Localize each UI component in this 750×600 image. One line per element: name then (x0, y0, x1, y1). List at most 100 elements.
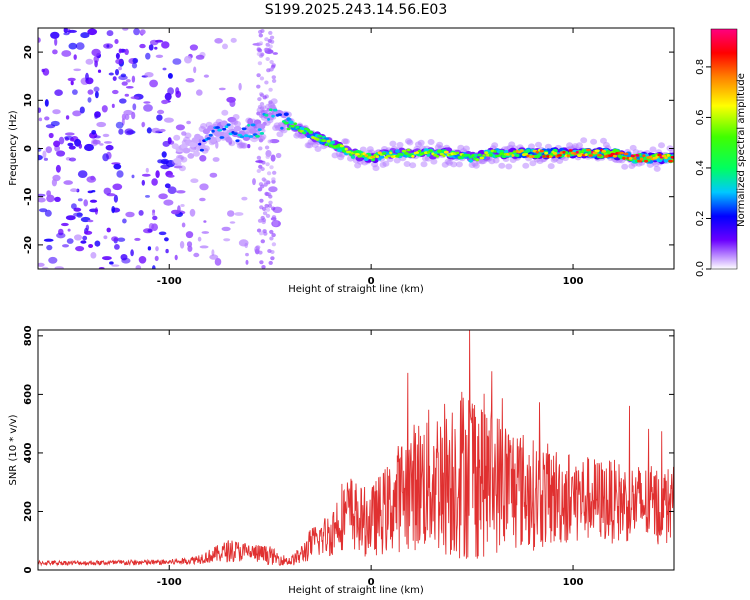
spectrogram-noise-cell (145, 195, 150, 198)
spectrogram-noise-cell (55, 164, 61, 173)
spectrogram-ridge-cell (219, 136, 225, 139)
spectrogram-noise-cell (132, 103, 137, 111)
spectrogram-ridge-cell (525, 149, 531, 153)
spectrogram-noise-cell (122, 218, 127, 224)
spectrogram-noise-cell (65, 115, 70, 120)
spectrogram-ridge-cell (511, 154, 515, 157)
colorbar-tick-label: 0.0 (695, 261, 706, 277)
spectrogram-noise-cell (123, 109, 133, 116)
spectrogram-ridge-cell (592, 151, 598, 155)
spectrogram-ridge-halo (184, 132, 192, 139)
snr-x-ticks: -100 0 100 (157, 330, 584, 588)
spectrogram-noise-cell (82, 235, 88, 241)
spectrogram-noise-cell (54, 89, 63, 96)
spectrogram-ridge-cell (633, 157, 637, 160)
spectrogram-noise-cell (226, 96, 236, 103)
spectrogram-noise-cell (54, 37, 58, 46)
spectrogram-noise-cell (261, 265, 266, 269)
spectrogram-noise-cell (91, 130, 97, 135)
spectrogram-ridge-cell (468, 159, 474, 163)
spectrogram-noise-cell (112, 89, 119, 95)
spectrogram-ridge-halo (406, 139, 414, 146)
spectrogram-noise-cell (106, 30, 114, 37)
spectrogram-noise-cell (257, 97, 262, 102)
spectrogram-noise-cell (186, 120, 192, 125)
colorbar: 0.0 0.2 0.4 0.6 0.8 Normalized spectral ampl… (695, 28, 747, 277)
spectrogram-noise-cell (38, 117, 43, 122)
spectrogram-noise-cell (87, 28, 98, 36)
spectrogram-noise-cell (265, 213, 271, 218)
spectrogram-noise-cell (42, 150, 47, 159)
spectrogram-ridge-halo (492, 157, 500, 164)
spectrogram-ridge-cell (537, 153, 542, 157)
spectrogram-noise-cell (271, 242, 277, 247)
spectrogram-ridge-cell (375, 155, 379, 159)
spectrogram-ridge-cell (267, 118, 271, 121)
spectrogram-ridge-cell (437, 149, 442, 153)
spectrogram-noise-cell (271, 215, 277, 220)
spectrogram-ridge-halo (200, 123, 208, 129)
spectrogram-ridge-cell (475, 158, 480, 162)
spectrogram-noise-cell (264, 145, 270, 150)
spectrogram-ridge-cell (566, 154, 571, 158)
spectrogram-noise-cell (65, 215, 76, 221)
snr-frame (37, 329, 675, 571)
spectrogram-noise-cell (176, 190, 186, 194)
spectrogram-noise-cell (259, 260, 264, 265)
spectrogram-noise-cell (167, 87, 175, 95)
spectrogram-noise-cell (143, 104, 153, 112)
spectrogram-noise-cell (199, 245, 209, 249)
spectrogram-noise-cell (46, 194, 55, 203)
spectrogram-noise-cell (271, 206, 276, 211)
spectrogram-ridge-cell (226, 123, 231, 127)
colorbar-label: Normalized spectral amplitude (736, 73, 747, 227)
spectrogram-noise-cell (147, 228, 153, 233)
spectrogram-ridge-cell (642, 154, 646, 158)
spectrogram-noise-cell (149, 39, 159, 46)
spectrogram-noise-cell (268, 200, 273, 205)
spectrogram-ridge-cell (630, 154, 635, 158)
spectrogram-noise-cell (265, 42, 270, 47)
spectrogram-noise-cell (214, 258, 222, 266)
spectrogram-noise-cell (68, 145, 76, 150)
spectrogram-noise-cell (155, 170, 160, 179)
spectrogram-noise-cell (185, 78, 195, 83)
spectrogram-noise-cell (252, 178, 256, 186)
spectrogram-ridge-cell (457, 156, 462, 159)
spectrogram-noise-cell (209, 172, 218, 178)
spectrogram-noise-cell (114, 39, 119, 44)
spectrogram-noise-cell (167, 186, 177, 194)
spectrogram-noise-cell (141, 179, 145, 186)
spectrogram-noise-cell (144, 72, 154, 78)
spectrogram-noise-cell (152, 265, 156, 269)
spectrogram-ridge-cell (443, 150, 449, 154)
spectrogram-noise-cell (151, 211, 156, 216)
spectrogram-noise-cell (73, 54, 77, 60)
spectrogram-noise-cell (187, 245, 193, 252)
spectrogram-ridge-halo (180, 156, 188, 163)
spectrogram-noise-cell (258, 146, 263, 151)
spectrogram-noise-cell (258, 182, 264, 187)
spectrogram-noise-cell (199, 197, 206, 202)
spectrogram-ridge-cell (194, 133, 201, 140)
spectrogram-noise-cell (67, 228, 71, 232)
spectrogram-noise-cell (43, 157, 49, 161)
spectrogram-noise-cell (275, 152, 282, 159)
snr-background (38, 330, 674, 570)
spectrogram-noise-cell (149, 79, 159, 88)
spectrogram-ridge-cell (466, 153, 471, 157)
spectrogram-ridge-cell (535, 150, 539, 154)
spectrogram-noise-cell (133, 28, 141, 36)
spectrogram-noise-cell (117, 237, 126, 242)
spectrogram-noise-cell (180, 204, 185, 207)
spectrogram-noise-cell (189, 208, 196, 217)
spectrogram-ridge-cell (426, 151, 431, 154)
spectrogram-ridge-cell (411, 155, 415, 158)
spectrogram-ridge-halo (529, 160, 537, 167)
spectrogram-noise-cell (48, 132, 54, 139)
spectrogram-noise-cell (186, 241, 193, 248)
spectrogram-noise-cell (179, 241, 185, 249)
spectrogram-noise-cell (181, 222, 186, 228)
spectrogram-noise-cell (95, 91, 99, 99)
spectrogram-noise-cell (130, 249, 134, 257)
